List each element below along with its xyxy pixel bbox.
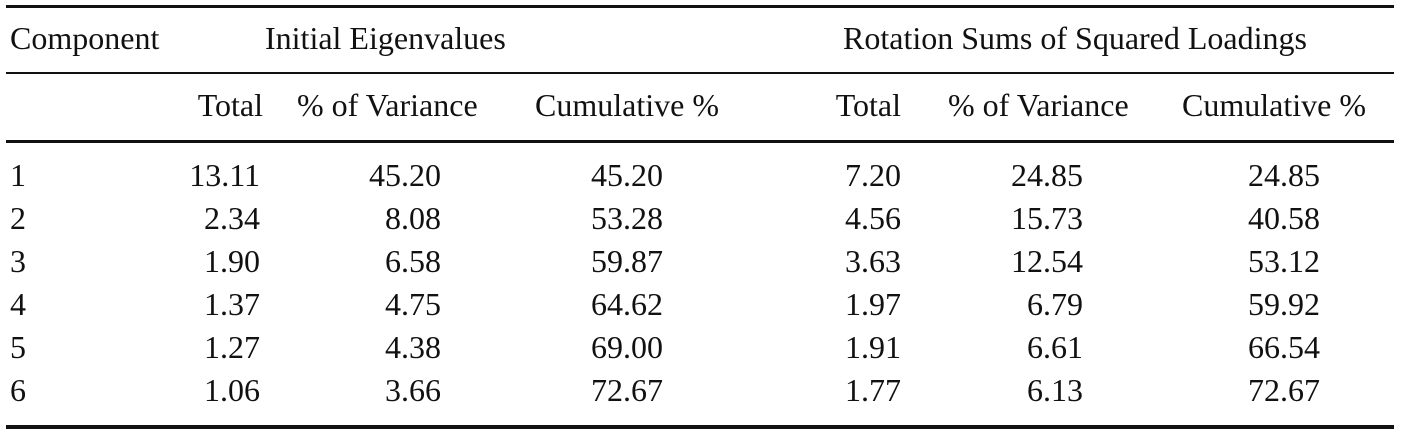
table-cell-total: 1.27 xyxy=(120,329,260,365)
table-cell-rotation-total: 1.91 xyxy=(760,329,901,365)
bottom-rule xyxy=(6,425,1394,429)
table-cell-total: 2.34 xyxy=(120,200,260,236)
header-rotation-sums: Rotation Sums of Squared Loadings xyxy=(843,20,1307,56)
subheader-rule xyxy=(6,140,1394,143)
header-initial-eigenvalues: Initial Eigenvalues xyxy=(265,20,506,56)
table-cell-total: 1.37 xyxy=(120,286,260,322)
table-cell-variance: 45.20 xyxy=(300,157,441,193)
subheader-cumulative-rotation: Cumulative % xyxy=(1182,87,1366,123)
table-cell-total: 13.11 xyxy=(120,157,260,193)
subheader-total-rotation: Total xyxy=(760,87,901,123)
top-rule xyxy=(6,5,1394,8)
table-cell-variance: 6.58 xyxy=(300,243,441,279)
table-cell-variance: 4.38 xyxy=(300,329,441,365)
table-cell-rotation-total: 1.97 xyxy=(760,286,901,322)
table-cell-component: 1 xyxy=(10,157,26,193)
table-cell-cumulative: 53.28 xyxy=(520,200,663,236)
table-cell-rotation-cumulative: 72.67 xyxy=(1180,372,1320,408)
table-cell-variance: 4.75 xyxy=(300,286,441,322)
table-cell-rotation-variance: 24.85 xyxy=(940,157,1083,193)
table-cell-component: 3 xyxy=(10,243,26,279)
table-cell-cumulative: 69.00 xyxy=(520,329,663,365)
table-cell-total: 1.06 xyxy=(120,372,260,408)
subheader-variance-initial: % of Variance xyxy=(297,87,478,123)
table-cell-component: 5 xyxy=(10,329,26,365)
table-cell-rotation-variance: 15.73 xyxy=(940,200,1083,236)
table-cell-cumulative: 72.67 xyxy=(520,372,663,408)
table-cell-total: 1.90 xyxy=(120,243,260,279)
table-cell-variance: 3.66 xyxy=(300,372,441,408)
table-cell-rotation-cumulative: 53.12 xyxy=(1180,243,1320,279)
table-cell-rotation-cumulative: 40.58 xyxy=(1180,200,1320,236)
table-cell-rotation-total: 3.63 xyxy=(760,243,901,279)
table-cell-cumulative: 64.62 xyxy=(520,286,663,322)
table-cell-rotation-total: 7.20 xyxy=(760,157,901,193)
header-rule xyxy=(6,72,1394,74)
table-cell-cumulative: 59.87 xyxy=(520,243,663,279)
table-cell-component: 6 xyxy=(10,372,26,408)
table-cell-rotation-total: 4.56 xyxy=(760,200,901,236)
table-cell-rotation-variance: 12.54 xyxy=(940,243,1083,279)
table-cell-rotation-variance: 6.79 xyxy=(940,286,1083,322)
table-cell-component: 2 xyxy=(10,200,26,236)
subheader-variance-rotation: % of Variance xyxy=(948,87,1129,123)
table-cell-rotation-cumulative: 24.85 xyxy=(1180,157,1320,193)
table-cell-component: 4 xyxy=(10,286,26,322)
table-cell-rotation-cumulative: 59.92 xyxy=(1180,286,1320,322)
table-cell-cumulative: 45.20 xyxy=(520,157,663,193)
subheader-total-initial: Total xyxy=(120,87,263,123)
table-cell-rotation-total: 1.77 xyxy=(760,372,901,408)
table-cell-variance: 8.08 xyxy=(300,200,441,236)
table-cell-rotation-variance: 6.13 xyxy=(940,372,1083,408)
subheader-cumulative-initial: Cumulative % xyxy=(535,87,719,123)
table-cell-rotation-cumulative: 66.54 xyxy=(1180,329,1320,365)
header-component: Component xyxy=(10,20,159,56)
table-cell-rotation-variance: 6.61 xyxy=(940,329,1083,365)
